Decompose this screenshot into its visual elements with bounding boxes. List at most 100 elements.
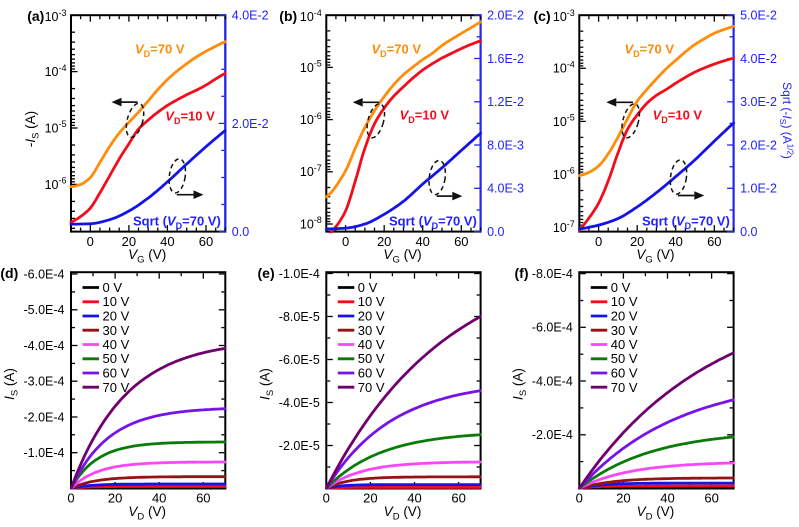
svg-text:-2.0E-5: -2.0E-5 xyxy=(279,439,320,453)
svg-text:30 V: 30 V xyxy=(358,323,385,338)
svg-text:0: 0 xyxy=(576,490,583,505)
svg-text:-4.0E-4: -4.0E-4 xyxy=(24,339,65,353)
svg-text:VD=70 V: VD=70 V xyxy=(372,42,422,60)
svg-text:IS (A): IS (A) xyxy=(257,368,276,400)
svg-text:4.0E-2: 4.0E-2 xyxy=(740,52,777,66)
svg-text:40 V: 40 V xyxy=(611,337,638,352)
svg-text:20: 20 xyxy=(630,234,644,249)
svg-text:50 V: 50 V xyxy=(103,351,130,366)
svg-text:20: 20 xyxy=(363,490,377,505)
svg-text:70 V: 70 V xyxy=(103,380,130,395)
svg-text:40: 40 xyxy=(152,490,166,505)
svg-text:4.0E-2: 4.0E-2 xyxy=(232,9,269,23)
svg-text:40: 40 xyxy=(415,234,429,249)
svg-text:0.0: 0.0 xyxy=(487,225,504,239)
svg-text:-1.0E-4: -1.0E-4 xyxy=(279,267,320,281)
svg-text:20 V: 20 V xyxy=(611,309,638,324)
svg-text:(d): (d) xyxy=(0,265,18,281)
svg-text:0: 0 xyxy=(323,490,330,505)
svg-text:60 V: 60 V xyxy=(611,366,638,381)
svg-text:20 V: 20 V xyxy=(358,309,385,324)
svg-text:40 V: 40 V xyxy=(103,337,130,352)
svg-text:30 V: 30 V xyxy=(611,323,638,338)
svg-text:Sqrt (-IS) (A1/2): Sqrt (-IS) (A1/2) xyxy=(778,82,795,159)
svg-text:40: 40 xyxy=(668,234,682,249)
svg-text:0 V: 0 V xyxy=(611,280,631,295)
svg-text:(c): (c) xyxy=(534,8,551,24)
svg-text:VD=70 V: VD=70 V xyxy=(625,42,675,60)
svg-text:20: 20 xyxy=(377,234,391,249)
svg-text:60: 60 xyxy=(196,490,210,505)
svg-text:2.0E-2: 2.0E-2 xyxy=(487,9,524,23)
svg-text:70 V: 70 V xyxy=(611,380,638,395)
svg-text:10 V: 10 V xyxy=(103,294,130,309)
svg-text:60: 60 xyxy=(707,234,721,249)
svg-text:0: 0 xyxy=(342,234,349,249)
svg-text:10 V: 10 V xyxy=(358,294,385,309)
svg-text:50 V: 50 V xyxy=(358,351,385,366)
svg-text:-6.0E-4: -6.0E-4 xyxy=(24,267,65,281)
svg-text:60: 60 xyxy=(454,234,468,249)
svg-text:-5.0E-4: -5.0E-4 xyxy=(24,303,65,317)
svg-text:-4.0E-5: -4.0E-5 xyxy=(279,396,320,410)
svg-text:-6.0E-4: -6.0E-4 xyxy=(532,321,573,335)
svg-text:-6.0E-5: -6.0E-5 xyxy=(279,353,320,367)
svg-text:40: 40 xyxy=(160,234,174,249)
svg-text:VG (V): VG (V) xyxy=(636,247,674,266)
svg-text:50 V: 50 V xyxy=(611,351,638,366)
svg-text:VD=70 V: VD=70 V xyxy=(135,42,185,60)
svg-text:10 V: 10 V xyxy=(611,294,638,309)
svg-text:VD (V): VD (V) xyxy=(384,504,422,523)
svg-text:-8.0E-5: -8.0E-5 xyxy=(279,310,320,324)
svg-text:0.0: 0.0 xyxy=(232,225,249,239)
svg-text:Sqrt (VD=70 V): Sqrt (VD=70 V) xyxy=(133,214,221,232)
svg-text:0: 0 xyxy=(87,234,94,249)
svg-text:30 V: 30 V xyxy=(103,323,130,338)
svg-text:60 V: 60 V xyxy=(103,366,130,381)
svg-text:0: 0 xyxy=(595,234,602,249)
svg-text:60: 60 xyxy=(199,234,213,249)
svg-text:VG (V): VG (V) xyxy=(128,247,166,266)
svg-text:0.0: 0.0 xyxy=(740,225,757,239)
svg-text:(e): (e) xyxy=(258,265,275,281)
svg-text:-4.0E-4: -4.0E-4 xyxy=(532,374,573,388)
svg-text:3.0E-2: 3.0E-2 xyxy=(740,95,777,109)
svg-text:1.0E-2: 1.0E-2 xyxy=(740,182,777,196)
svg-text:VG (V): VG (V) xyxy=(383,247,421,266)
svg-text:20: 20 xyxy=(616,490,630,505)
svg-text:IS (A): IS (A) xyxy=(510,368,529,400)
svg-text:-2.0E-4: -2.0E-4 xyxy=(532,428,573,442)
svg-text:20: 20 xyxy=(122,234,136,249)
svg-text:20 V: 20 V xyxy=(103,309,130,324)
svg-text:1.6E-2: 1.6E-2 xyxy=(487,52,524,66)
svg-text:4.0E-3: 4.0E-3 xyxy=(487,182,524,196)
svg-text:60: 60 xyxy=(704,490,718,505)
svg-text:VD=10 V: VD=10 V xyxy=(400,108,450,126)
svg-text:2.0E-2: 2.0E-2 xyxy=(232,117,269,131)
svg-text:40 V: 40 V xyxy=(358,337,385,352)
svg-text:0: 0 xyxy=(67,490,74,505)
svg-text:5.0E-2: 5.0E-2 xyxy=(740,9,777,23)
svg-text:-1.0E-4: -1.0E-4 xyxy=(24,446,65,460)
svg-text:2.0E-2: 2.0E-2 xyxy=(740,138,777,152)
svg-text:IS (A): IS (A) xyxy=(2,368,21,400)
svg-text:-8.0E-4: -8.0E-4 xyxy=(532,267,573,281)
svg-text:Sqrt (VD=70 V): Sqrt (VD=70 V) xyxy=(389,214,477,232)
svg-text:20: 20 xyxy=(108,490,122,505)
svg-text:(a): (a) xyxy=(27,8,44,24)
svg-text:VD=10 V: VD=10 V xyxy=(653,108,703,126)
svg-text:60: 60 xyxy=(451,490,465,505)
svg-text:8.0E-3: 8.0E-3 xyxy=(487,138,524,152)
svg-text:1.2E-2: 1.2E-2 xyxy=(487,95,524,109)
svg-text:70 V: 70 V xyxy=(358,380,385,395)
svg-text:(f): (f) xyxy=(515,265,529,281)
svg-text:VD=10 V: VD=10 V xyxy=(165,109,215,127)
svg-text:0 V: 0 V xyxy=(358,280,378,295)
svg-text:(b): (b) xyxy=(279,8,297,24)
svg-text:0 V: 0 V xyxy=(103,280,123,295)
svg-text:Sqrt (VD=70 V): Sqrt (VD=70 V) xyxy=(642,214,730,232)
svg-text:-2.0E-4: -2.0E-4 xyxy=(24,410,65,424)
svg-text:VD (V): VD (V) xyxy=(637,504,675,523)
svg-text:40: 40 xyxy=(660,490,674,505)
svg-text:40: 40 xyxy=(407,490,421,505)
